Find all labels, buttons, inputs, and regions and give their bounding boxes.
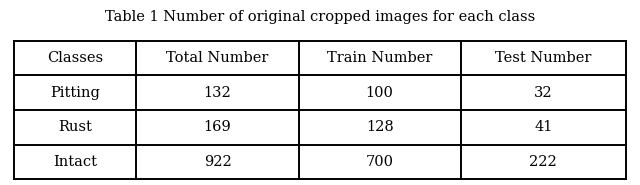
- Text: Train Number: Train Number: [327, 51, 433, 65]
- Text: 922: 922: [204, 155, 232, 169]
- Text: 128: 128: [366, 120, 394, 134]
- Text: Pitting: Pitting: [51, 86, 100, 100]
- Text: Test Number: Test Number: [495, 51, 591, 65]
- Text: 41: 41: [534, 120, 552, 134]
- Text: 700: 700: [365, 155, 394, 169]
- Text: Total Number: Total Number: [166, 51, 269, 65]
- Text: 32: 32: [534, 86, 552, 100]
- Text: Intact: Intact: [53, 155, 97, 169]
- Text: Classes: Classes: [47, 51, 103, 65]
- Text: Rust: Rust: [58, 120, 92, 134]
- Text: 169: 169: [204, 120, 232, 134]
- Text: Table 1 Number of original cropped images for each class: Table 1 Number of original cropped image…: [105, 10, 535, 24]
- Text: 222: 222: [529, 155, 557, 169]
- Text: 132: 132: [204, 86, 232, 100]
- Text: 100: 100: [365, 86, 394, 100]
